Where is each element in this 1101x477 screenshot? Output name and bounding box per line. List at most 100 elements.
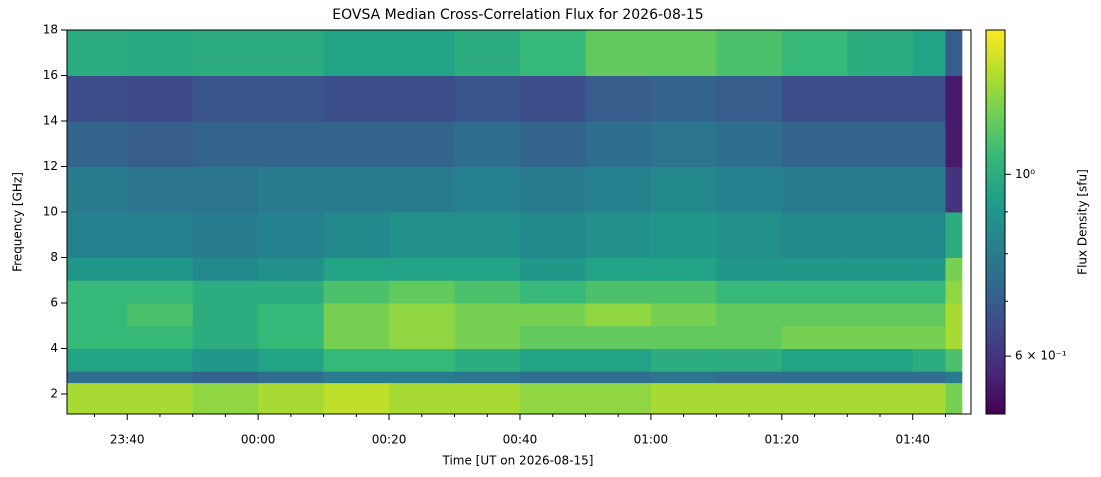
heatmap-cell [912,75,946,122]
x-tick-label: 01:40 [895,433,930,447]
heatmap-cell [716,371,783,384]
heatmap-cell [847,211,914,258]
heatmap [67,30,963,415]
heatmap-cell [519,371,586,384]
heatmap-cell [67,257,128,281]
heatmap-cell [192,302,259,327]
heatmap-cell [716,302,783,327]
heatmap-cell [650,211,717,258]
x-tick-label: 00:20 [372,433,407,447]
colorbar-tick-label: 6 × 10⁻¹ [1015,349,1067,363]
heatmap-cell [650,325,717,349]
heatmap-cell [258,257,325,281]
heatmap-cell [127,166,194,213]
heatmap-cell [192,75,259,122]
heatmap-cell [585,166,652,213]
heatmap-cell [192,348,259,372]
heatmap-cell [519,348,586,372]
heatmap-cell [650,348,717,372]
heatmap-cell [389,348,456,372]
heatmap-cell [127,302,194,327]
heatmap-cell [519,257,586,281]
heatmap-cell [192,211,259,258]
heatmap-cell [127,211,194,258]
heatmap-cell [389,30,456,76]
heatmap-cell [519,30,586,76]
heatmap-cell [127,120,194,167]
heatmap-cell [519,120,586,167]
heatmap-cell [650,382,717,415]
heatmap-cell [258,166,325,213]
heatmap-cell [323,302,390,327]
heatmap-cell [945,75,963,122]
y-tick-label: 6 [50,295,58,309]
heatmap-cell [127,280,194,304]
heatmap-cell [389,280,456,304]
heatmap-cell [454,382,521,415]
heatmap-cell [67,302,128,327]
heatmap-cell [716,120,783,167]
heatmap-cell [716,325,783,349]
heatmap-cell [127,348,194,372]
heatmap-cell [585,325,652,349]
heatmap-cell [323,166,390,213]
heatmap-cell [192,280,259,304]
heatmap-cell [650,30,717,76]
heatmap-cell [519,382,586,415]
heatmap-cell [323,257,390,281]
heatmap-cell [716,348,783,372]
heatmap-cell [192,166,259,213]
heatmap-cell [912,280,946,304]
heatmap-cell [912,382,946,415]
heatmap-cell [389,120,456,167]
heatmap-cell [585,75,652,122]
x-tick-label: 00:00 [241,433,276,447]
heatmap-cell [389,75,456,122]
colorbar [985,29,1006,415]
heatmap-cell [716,75,783,122]
heatmap-cell [847,75,914,122]
heatmap-cell [323,348,390,372]
heatmap-cell [258,30,325,76]
heatmap-cell [585,302,652,327]
heatmap-cell [781,30,848,76]
heatmap-cell [389,257,456,281]
heatmap-cell [127,325,194,349]
heatmap-cell [454,325,521,349]
heatmap-cell [847,382,914,415]
heatmap-cell [716,382,783,415]
heatmap-cell [67,30,128,76]
heatmap-cell [67,166,128,213]
heatmap-cell [585,211,652,258]
y-tick-label: 4 [50,341,58,355]
heatmap-cell [847,302,914,327]
heatmap-cell [585,257,652,281]
heatmap-cell [945,348,963,372]
heatmap-cell [258,280,325,304]
heatmap-cell [67,348,128,372]
heatmap-cell [912,348,946,372]
heatmap-cell [781,166,848,213]
heatmap-cell [192,257,259,281]
heatmap-cell [389,166,456,213]
heatmap-cell [847,257,914,281]
heatmap-cell [519,302,586,327]
heatmap-cell [258,325,325,349]
heatmap-cell [650,257,717,281]
heatmap-cell [389,302,456,327]
heatmap-cell [716,166,783,213]
heatmap-cell [323,371,390,384]
heatmap-cell [945,280,963,304]
heatmap-cell [945,302,963,327]
chart-title: EOVSA Median Cross-Correlation Flux for … [332,7,703,23]
heatmap-cell [389,382,456,415]
heatmap-cell [127,382,194,415]
heatmap-cell [323,211,390,258]
heatmap-cell [650,371,717,384]
heatmap-cell [945,382,963,415]
heatmap-cell [389,371,456,384]
y-tick-label: 8 [50,250,58,264]
heatmap-cell [258,120,325,167]
heatmap-cell [650,166,717,213]
